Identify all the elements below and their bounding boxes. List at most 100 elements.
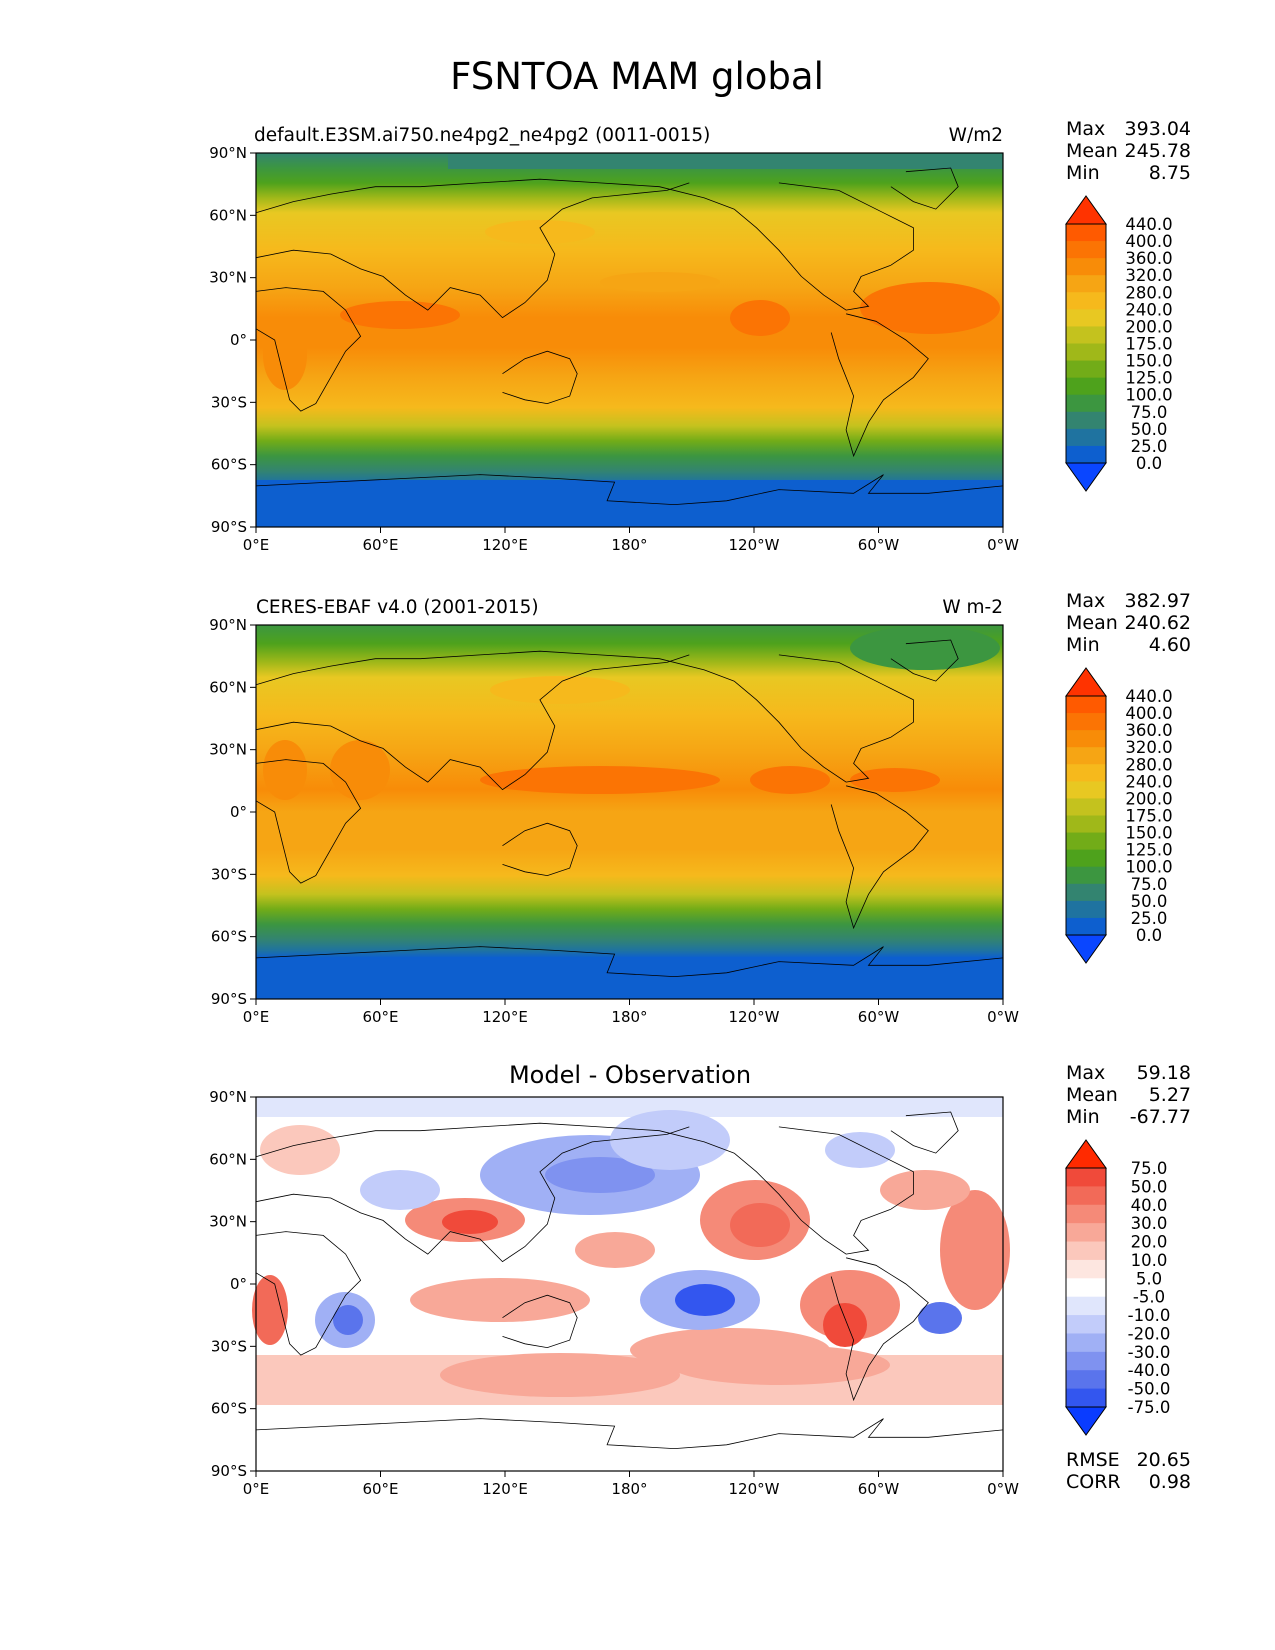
- map-plot-difference: [252, 1096, 1010, 1472]
- colorbar-label: 30.0: [1131, 1214, 1168, 1233]
- panel-observation: CERES-EBAF v4.0 (2001-2015) W m-2 90°N 60…: [209, 590, 1191, 1026]
- colorbar-label: 100.0: [1125, 386, 1172, 405]
- coastline: [733, 1126, 914, 1255]
- lat-tick-label: 90°S: [211, 1462, 247, 1480]
- lat-tick-label: 30°N: [209, 1213, 247, 1231]
- colorbar-extend-max: [1065, 195, 1107, 225]
- colorbar-extend-max: [1065, 1139, 1107, 1169]
- colorbar-label: 50.0: [1131, 1177, 1168, 1196]
- coastline: [890, 1111, 959, 1154]
- lat-tick-label: 30°S: [211, 865, 247, 883]
- colorbar-label: 440.0: [1125, 687, 1172, 706]
- lon-tick-label: 60°W: [858, 536, 900, 554]
- coastline: [733, 654, 914, 783]
- colorbar-label: 400.0: [1125, 232, 1172, 251]
- stat-min-label: Min: [1066, 1106, 1100, 1128]
- panel-center-title: Model - Observation: [509, 1061, 751, 1089]
- antarctic-ice: [256, 957, 1003, 999]
- colorbar-extend-min: [1065, 462, 1107, 492]
- lat-tick-label: 90°N: [209, 616, 247, 634]
- lat-tick-label: 60°N: [209, 678, 247, 696]
- colorbar-label: 5.0: [1136, 1269, 1162, 1288]
- lat-tick-label: 60°S: [211, 1400, 247, 1418]
- colorbar-swatch: [1066, 1333, 1106, 1353]
- colorbar-swatch: [1066, 1186, 1106, 1206]
- lat-tick-label: 90°S: [211, 518, 247, 536]
- field-patch: [750, 766, 830, 794]
- colorbar-swatch: [1066, 832, 1106, 851]
- colorbar-swatch: [1066, 1223, 1106, 1243]
- coastline: [830, 1257, 929, 1402]
- colorbar-label: -5.0: [1133, 1288, 1165, 1307]
- lat-tick-label: 30°N: [209, 741, 247, 759]
- field-patch: [630, 1328, 830, 1372]
- lon-tick-label: 180°: [611, 1480, 647, 1498]
- coastline: [255, 1126, 690, 1263]
- colorbar-swatch: [1066, 428, 1106, 447]
- coastline: [255, 182, 690, 319]
- lon-tick-label: 0°W: [987, 1480, 1019, 1498]
- rmse-value: 20.65: [1137, 1449, 1191, 1471]
- colorbar-swatch: [1066, 900, 1106, 919]
- field-patch: [860, 282, 1000, 334]
- coastline: [255, 1231, 362, 1356]
- colorbar-label: 0.0: [1136, 926, 1162, 945]
- lon-tick-label: 120°E: [482, 1480, 528, 1498]
- coastline: [255, 654, 690, 791]
- colorbar-swatch: [1066, 241, 1106, 259]
- stat-mean-label: Mean: [1066, 1084, 1118, 1106]
- field-patch: [825, 1132, 895, 1168]
- colorbar-swatch: [1066, 1296, 1106, 1316]
- coastline: [255, 474, 1004, 506]
- coastline: [830, 313, 929, 458]
- lon-tick-label: 60°E: [362, 1008, 398, 1026]
- coastline: [733, 182, 914, 311]
- colorbar-swatch: [1066, 696, 1106, 714]
- panel-left-title: CERES-EBAF v4.0 (2001-2015): [256, 597, 539, 618]
- colorbar-label: 360.0: [1125, 721, 1172, 740]
- coastline: [830, 785, 929, 930]
- panel-units: W m-2: [942, 597, 1003, 618]
- colorbar-swatch: [1066, 394, 1106, 413]
- colorbar-swatch: [1066, 747, 1106, 765]
- axis-ticks: 90°N 60°N 30°N 0° 30°S 60°S 90°S0°E 60°E 120°E 18…: [209, 1088, 1019, 1498]
- colorbar-label: 360.0: [1125, 249, 1172, 268]
- stat-max-value: 382.97: [1125, 590, 1191, 612]
- stat-max-value: 393.04: [1125, 118, 1191, 140]
- field-patch: [440, 1353, 680, 1397]
- stat-min-label: Min: [1066, 634, 1100, 656]
- lat-tick-label: 30°S: [211, 393, 247, 411]
- coastline: [255, 946, 1004, 978]
- colorbar-swatch: [1066, 1241, 1106, 1261]
- colorbar-label: 240.0: [1125, 300, 1172, 319]
- coastlines: [255, 167, 1004, 506]
- colorbar-extend-max: [1065, 667, 1107, 697]
- rmse-label: RMSE: [1066, 1449, 1120, 1471]
- colorbar-swatch: [1066, 1388, 1106, 1408]
- field-background: [256, 153, 1003, 527]
- colorbar-swatch: [1066, 781, 1106, 799]
- colorbar-swatch: [1066, 917, 1106, 936]
- colorbar-label: 25.0: [1131, 437, 1168, 456]
- colorbar-label: 125.0: [1125, 369, 1172, 388]
- colorbar: 75.050.040.030.020.010.05.0-5.0-10.0-20.…: [1065, 1139, 1170, 1436]
- colorbar-swatch: [1066, 883, 1106, 902]
- coastline: [255, 287, 362, 412]
- colorbar-swatch: [1066, 1204, 1106, 1224]
- colorbar-label: 0.0: [1136, 454, 1162, 473]
- colorbar-label: 150.0: [1125, 352, 1172, 371]
- field-patch: [442, 1210, 498, 1234]
- lat-tick-label: 60°S: [211, 928, 247, 946]
- corr-value: 0.98: [1149, 1471, 1191, 1493]
- panel-difference: Model - Observation: [209, 1061, 1191, 1498]
- field-patch: [600, 272, 720, 292]
- panel-model: default.E3SM.ai750.ne4pg2_ne4pg2 (0011-0…: [209, 118, 1191, 554]
- stat-max-label: Max: [1066, 1062, 1105, 1084]
- colorbar-swatch: [1066, 224, 1106, 242]
- colorbar-label: 200.0: [1125, 789, 1172, 808]
- colorbar-frame: [1065, 1167, 1107, 1408]
- colorbar-swatch: [1066, 411, 1106, 430]
- field-patch: [575, 1232, 655, 1268]
- stat-mean-label: Mean: [1066, 612, 1118, 634]
- panel-units: W/m2: [949, 125, 1003, 146]
